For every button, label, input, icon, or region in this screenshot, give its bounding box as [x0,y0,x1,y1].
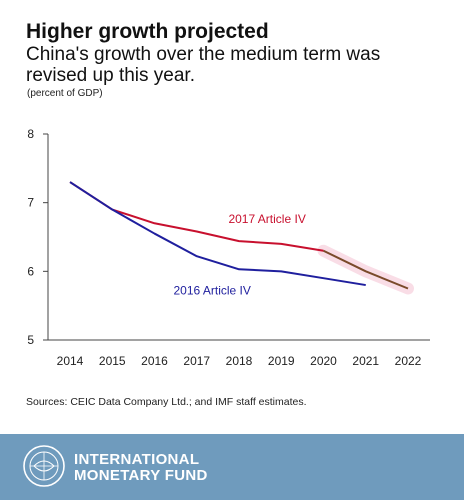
series-label-2016: 2016 Article IV [174,284,251,298]
chart-subtitle: China's growth over the medium term was … [26,44,381,86]
x-tick-label: 2015 [99,354,126,368]
y-tick-label: 7 [27,196,34,210]
brand-line-2: MONETARY FUND [74,467,208,484]
unit-label: (percent of GDP) [27,88,103,99]
chart-title: Higher growth projected [26,20,269,43]
x-tick-label: 2022 [395,354,422,368]
imf-footer: INTERNATIONAL MONETARY FUND [0,434,464,500]
imf-wordmark: INTERNATIONAL MONETARY FUND [74,452,208,484]
series-projection-line-0 [323,249,409,290]
x-tick-label: 2018 [226,354,253,368]
y-tick-label: 8 [27,127,34,141]
x-tick-label: 2021 [352,354,379,368]
x-tick-label: 2016 [141,354,168,368]
x-tick-label: 2019 [268,354,295,368]
imf-seal-icon [23,445,65,487]
x-tick-label: 2014 [57,354,84,368]
x-tick-label: 2020 [310,354,337,368]
brand-line-1: INTERNATIONAL [74,451,200,468]
source-note: Sources: CEIC Data Company Ltd.; and IMF… [26,396,307,408]
series-line-1 [69,181,366,287]
plot-area: 5 6 7 8 2014 2015 2016 2017 2018 2019 2020 2021 2022… [27,127,430,368]
x-tick-label: 2017 [183,354,210,368]
line-chart: 5 6 7 8 2014 2015 2016 2017 2018 2019 2020 2021 2022… [27,127,430,368]
y-tick-label: 6 [27,264,34,278]
series-label-2017: 2017 Article IV [228,212,305,226]
y-tick-label: 5 [27,333,34,347]
